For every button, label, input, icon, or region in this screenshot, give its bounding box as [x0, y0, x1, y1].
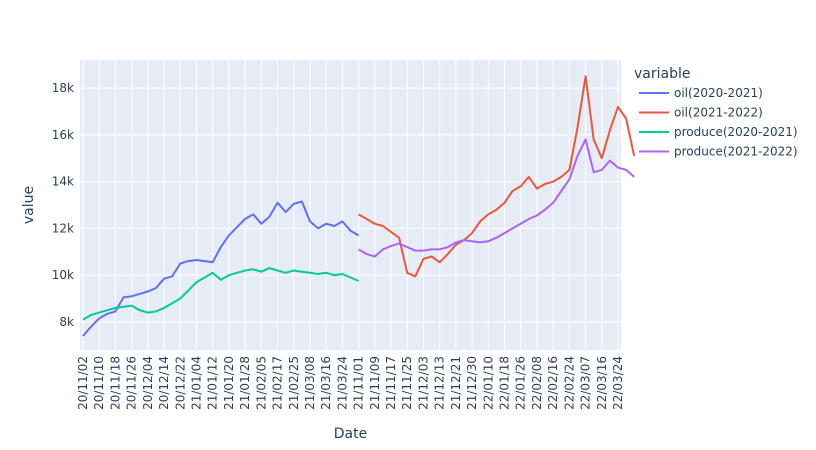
y-axis-title: value: [21, 186, 37, 224]
x-tick-label: 20/12/14: [157, 356, 171, 410]
x-tick-label: 21/03/08: [303, 356, 317, 410]
x-tick-label: 20/11/10: [92, 356, 106, 410]
x-tick-label: 20/12/04: [141, 356, 155, 410]
x-tick-label: 21/11/01: [352, 356, 366, 410]
x-tick-label: 21/11/25: [400, 356, 414, 410]
x-tick-label: 21/11/09: [368, 356, 382, 410]
x-axis-title: Date: [334, 426, 367, 442]
x-tick-label: 21/02/05: [254, 356, 268, 410]
legend-title: variable: [634, 66, 690, 82]
legend-label: produce(2020-2021): [674, 125, 798, 139]
x-tick-label: 21/03/16: [319, 356, 333, 410]
x-tick-label: 20/12/22: [173, 356, 187, 410]
x-tick-label: 21/03/24: [335, 356, 349, 410]
x-tick-label: 22/03/16: [595, 356, 609, 410]
y-tick-label: 16k: [52, 128, 74, 142]
series-line-0: [82, 200, 360, 337]
legend-label: oil(2020-2021): [674, 86, 763, 100]
x-tick-label: 22/01/18: [498, 356, 512, 410]
x-tick-label: 22/02/24: [562, 356, 576, 410]
legend-item[interactable]: oil(2020-2021): [639, 86, 763, 100]
x-tick-label: 21/01/04: [189, 356, 203, 410]
gridlines: [80, 60, 621, 350]
legend-item[interactable]: produce(2021-2022): [639, 145, 798, 159]
x-tick-label: 21/12/21: [449, 356, 463, 410]
legend-label: produce(2021-2022): [674, 145, 798, 159]
legend-item[interactable]: oil(2021-2022): [639, 106, 763, 120]
x-tick-label: 21/02/25: [287, 356, 301, 410]
x-tick-label: 21/12/13: [433, 356, 447, 410]
x-tick-label: 21/01/12: [206, 356, 220, 410]
x-tick-label: 22/01/26: [514, 356, 528, 410]
x-tick-label: 22/02/16: [546, 356, 560, 410]
y-tick-label: 12k: [52, 221, 74, 235]
legend: variable oil(2020-2021) oil(2021-2022) pro…: [634, 66, 798, 159]
y-axis-ticks: 8k 10k 12k 14k 16k 18k: [52, 81, 74, 329]
x-tick-label: 22/01/10: [481, 356, 495, 410]
y-tick-label: 10k: [52, 268, 74, 282]
x-tick-label: 21/01/28: [238, 356, 252, 410]
series-layer: [82, 75, 636, 337]
x-tick-label: 22/02/08: [530, 356, 544, 410]
x-tick-label: 20/11/18: [108, 356, 122, 410]
x-tick-label: 21/01/20: [222, 356, 236, 410]
series-line-2: [82, 267, 359, 321]
legend-item[interactable]: produce(2020-2021): [639, 125, 798, 139]
series-line-3: [358, 138, 635, 258]
x-tick-label: 21/12/03: [416, 356, 430, 410]
x-tick-label: 20/11/02: [76, 356, 90, 410]
x-tick-label: 21/11/17: [384, 356, 398, 410]
x-tick-label: 20/11/26: [125, 356, 139, 410]
plot-background: [80, 60, 621, 350]
x-tick-label: 21/02/17: [271, 356, 285, 410]
x-tick-label: 22/03/07: [579, 356, 593, 410]
x-tick-label: 22/03/24: [611, 356, 625, 410]
y-tick-label: 14k: [52, 175, 74, 189]
x-axis-ticks: 20/11/02 20/11/10 20/11/18 20/11/26 20/12/04…: [76, 356, 625, 410]
y-tick-label: 8k: [59, 315, 74, 329]
legend-label: oil(2021-2022): [674, 106, 763, 120]
x-tick-label: 21/12/30: [465, 356, 479, 410]
y-tick-label: 18k: [52, 81, 74, 95]
series-line-1: [358, 75, 636, 278]
